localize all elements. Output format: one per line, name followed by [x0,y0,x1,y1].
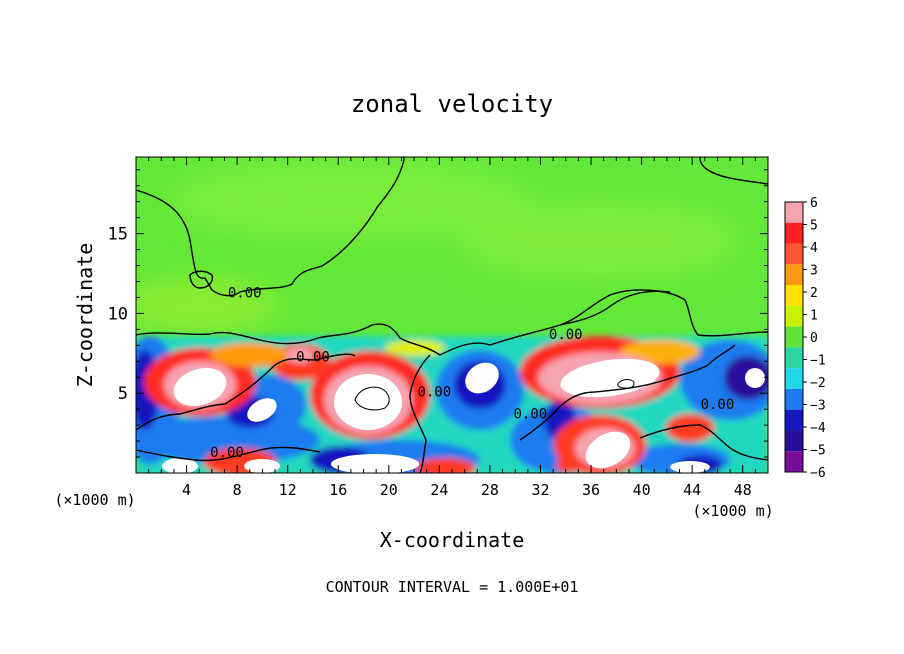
x-tick-label: 28 [481,481,499,499]
contour-interval-note: CONTOUR INTERVAL = 1.000E+01 [326,578,579,596]
x-axis-ticks: 4 8 12 16 20 24 28 32 36 40 44 48 [148,157,756,499]
contour-label: 0.00 [417,384,451,400]
core-negative [745,368,765,388]
colorbar-tick-label: 4 [810,241,818,256]
x-tick-label: 44 [683,481,701,499]
x-tick-label: 16 [329,481,347,499]
colorbar: 6 5 4 3 2 1 0 −1 −2 −3 −4 −5 −6 [784,196,826,481]
colorbar-tick-label: 2 [810,286,818,301]
contour-label: 0.00 [228,285,262,301]
colorbar-segment [785,347,803,369]
colorbar-tick-label: −3 [810,399,826,414]
core-negative [465,362,499,394]
colorbar-tick-label: −5 [810,444,826,459]
colorbar-segment [785,222,803,244]
field-region-orange [210,343,290,367]
colorbar-segment [785,430,803,452]
x-tick-label: 8 [233,481,242,499]
colorbar-segment [785,243,803,265]
y-axis-ticks: 5 10 15 [108,169,768,458]
contour-zero-loop [354,386,390,411]
field-region-red [666,414,714,442]
chart-title: zonal velocity [351,90,553,118]
colorbar-tick-label: 5 [810,219,818,234]
x-tick-label: 40 [633,481,651,499]
core-positive [331,454,419,473]
y-tick-label: 5 [118,384,128,404]
contour-zero-right [699,157,768,185]
colorbar-segment [785,368,803,389]
x-axis-unit-left: (×1000 m) [54,491,135,509]
contour-zero-mid [136,289,768,356]
core-positive [244,459,280,473]
colorbar-segment [785,285,803,306]
contour-label: 0.00 [514,407,548,423]
field-patch-lightgreen [136,279,280,331]
x-tick-label: 24 [430,481,448,499]
colorbar-segment [785,305,803,327]
contour-label: 0.00 [296,349,330,365]
x-axis-label: X-coordinate [380,528,525,552]
contour-label: 0.00 [701,397,735,413]
x-tick-label: 36 [582,481,600,499]
x-tick-label: 32 [531,481,549,499]
colorbar-segment [785,202,803,223]
core-positive [162,458,198,473]
x-tick-label: 48 [734,481,752,499]
y-axis-label: Z-coordinate [73,243,97,388]
contour-labels: 0.00 0.00 0.00 0.00 0.00 0.00 0.00 [210,285,734,461]
colorbar-segment [785,388,803,410]
field-patch-lightgreen [170,160,530,240]
x-axis-unit-right: (×1000 m) [692,502,773,520]
colorbar-segment [785,409,803,431]
contour-zero-north-loop [189,270,214,289]
y-tick-label: 10 [108,304,128,324]
y-tick-label: 15 [108,225,128,245]
velocity-field: 0.00 0.00 0.00 0.00 0.00 0.00 0.00 [136,157,768,473]
field-region-red [556,457,580,473]
field-region-orange [620,340,700,364]
contour-zero-lower [136,353,431,473]
field-region-red [415,458,475,473]
colorbar-tick-label: 0 [810,331,818,346]
contour-label: 0.00 [210,445,244,461]
contour-zero-ridge [559,290,671,326]
x-tick-label: 12 [279,481,297,499]
colorbar-segment [785,326,803,348]
colorbar-segment [785,264,803,286]
x-tick-label: 20 [380,481,398,499]
core-positive [585,431,631,469]
colorbar-tick-label: 3 [810,264,818,279]
core-negative [247,398,277,422]
contour-zero-south [639,424,768,461]
contour-zero-loop [617,379,635,389]
contour-label: 0.00 [549,327,583,343]
field-patch-lightgreen [460,200,740,280]
colorbar-tick-label: −2 [810,376,826,391]
contour-lines [136,157,768,473]
colorbar-tick-label: −6 [810,466,826,481]
field-region-yellow [385,340,445,356]
contour-zero-southwest [136,446,321,462]
colorbar-tick-label: 6 [810,196,818,211]
core-positive [173,367,227,407]
x-tick-label: 4 [182,481,191,499]
colorbar-tick-label: −4 [810,421,826,436]
colorbar-segment [785,451,803,472]
core-negative [670,461,710,473]
colorbar-tick-label: 1 [810,309,818,324]
core-positive [334,374,402,430]
colorbar-tick-label: −1 [810,354,826,369]
saturated-cores [162,358,765,473]
